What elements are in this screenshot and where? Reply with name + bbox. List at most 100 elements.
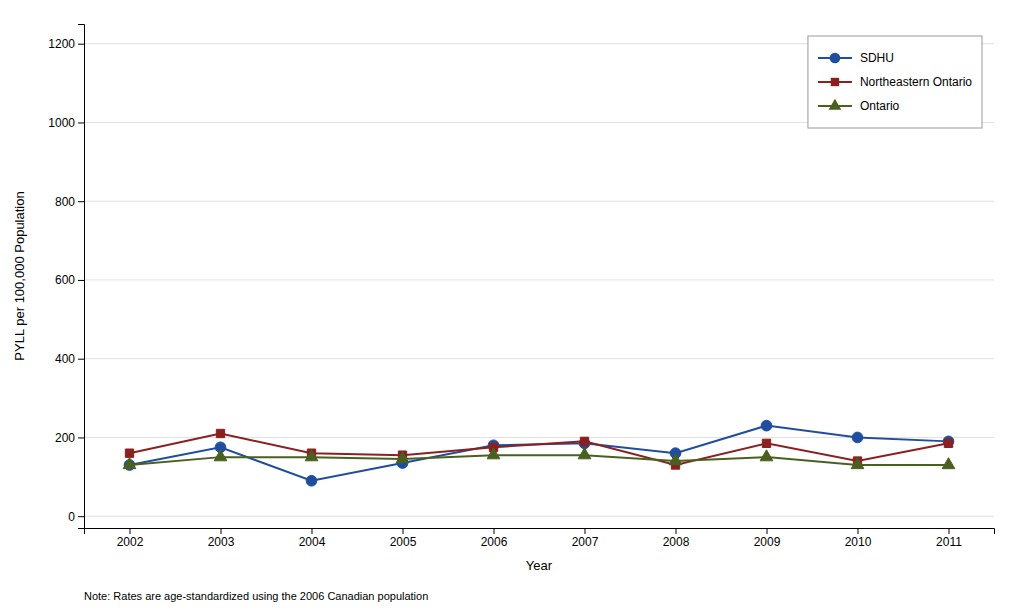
tick-mark	[78, 122, 84, 123]
y-axis-title: PYLL per 100,000 Population	[12, 191, 27, 360]
data-point	[942, 458, 955, 469]
series-line	[130, 455, 949, 465]
data-point	[761, 420, 772, 431]
data-point	[487, 448, 500, 459]
tick-label: 2007	[572, 535, 599, 549]
chart: 2002 2003 2004 2005 2006 2007 2008 2009 2010 2011…	[0, 0, 1024, 614]
tick-mark	[585, 528, 586, 534]
data-point	[851, 458, 864, 469]
tick-mark	[78, 44, 84, 45]
tick-mark	[78, 437, 84, 438]
tick-mark	[78, 359, 84, 360]
tick-label: 400	[55, 352, 75, 366]
tick: 2010	[845, 528, 872, 549]
data-point	[123, 458, 136, 469]
series-group	[123, 420, 955, 486]
tick: 0	[68, 510, 84, 524]
legend-label: Northeastern Ontario	[860, 75, 972, 89]
legend-item: Northeastern Ontario	[818, 75, 972, 89]
tick: 1000	[48, 116, 84, 130]
data-point	[306, 475, 317, 486]
grid-line	[84, 201, 994, 202]
plot-area: 2002 2003 2004 2005 2006 2007 2008 2009 2010 2011…	[48, 25, 994, 549]
tick-label: 2004	[299, 535, 326, 549]
tick-mark	[78, 516, 84, 517]
legend-item: Ontario	[818, 99, 900, 114]
legend-marker	[830, 53, 841, 64]
legend-marker	[829, 99, 842, 110]
data-point	[944, 439, 952, 447]
data-point	[125, 449, 133, 457]
legend-box	[808, 36, 982, 128]
series	[123, 448, 955, 469]
tick: 2006	[481, 528, 508, 549]
tick-label: 2006	[481, 535, 508, 549]
legend-label: Ontario	[860, 99, 900, 113]
tick-label: 1200	[48, 37, 75, 51]
tick: 1200	[48, 37, 84, 51]
data-point	[580, 437, 588, 445]
tick-mark	[221, 528, 222, 534]
grid-line	[84, 516, 994, 517]
y-axis: 0 200 400 600 800 1000 1200	[48, 25, 84, 529]
tick-mark	[767, 528, 768, 534]
series-line	[130, 434, 949, 466]
tick: 2011	[936, 528, 962, 549]
data-point	[852, 432, 863, 443]
tick-label: 1000	[48, 116, 75, 130]
tick: 2007	[572, 528, 599, 549]
tick: 400	[55, 352, 84, 366]
grid-line	[84, 279, 994, 280]
series	[124, 420, 954, 486]
x-axis-title: Year	[526, 558, 553, 573]
note: Note: Rates are age-standardized using t…	[84, 590, 428, 602]
tick: 800	[55, 195, 84, 209]
grid-line	[84, 358, 994, 359]
legend: SDHU Northeastern Ontario Ontario	[808, 36, 982, 128]
axis-line	[85, 529, 995, 535]
tick-mark	[676, 528, 677, 534]
tick-label: 200	[55, 431, 75, 445]
data-point	[396, 452, 409, 463]
data-point	[669, 454, 682, 465]
series-line	[130, 426, 949, 481]
tick: 2004	[299, 528, 326, 549]
tick-label: 0	[68, 510, 75, 524]
tick: 200	[55, 431, 84, 445]
tick-label: 2011	[936, 535, 962, 549]
tick-mark	[858, 528, 859, 534]
tick-label: 600	[55, 273, 75, 287]
tick-mark	[403, 528, 404, 534]
data-point	[760, 450, 773, 461]
tick-mark	[312, 528, 313, 534]
tick-mark	[78, 201, 84, 202]
legend-label: SDHU	[860, 51, 894, 65]
data-point	[214, 450, 227, 461]
legend-marker	[831, 78, 839, 86]
data-point	[305, 450, 318, 461]
tick-label: 2009	[754, 535, 781, 549]
legend-item: SDHU	[818, 51, 894, 65]
tick: 2009	[754, 528, 781, 549]
tick: 2003	[208, 528, 235, 549]
tick: 2002	[117, 528, 144, 549]
tick: 600	[55, 273, 84, 287]
tick-mark	[494, 528, 495, 534]
tick-mark	[949, 528, 950, 534]
x-axis: 2002 2003 2004 2005 2006 2007 2008 2009 2010 2011	[85, 528, 995, 549]
data-point	[216, 429, 224, 437]
tick-mark	[130, 528, 131, 534]
tick-label: 2002	[117, 535, 144, 549]
tick-mark	[78, 280, 84, 281]
data-point	[762, 439, 770, 447]
data-point	[943, 436, 954, 447]
tick: 2008	[663, 528, 690, 549]
tick-label: 2005	[390, 535, 417, 549]
tick-label: 2003	[208, 535, 235, 549]
tick-label: 800	[55, 195, 75, 209]
tick: 2005	[390, 528, 417, 549]
series	[125, 429, 952, 469]
tick-label: 2010	[845, 535, 872, 549]
axis-line	[78, 25, 85, 529]
tick-label: 2008	[663, 535, 690, 549]
